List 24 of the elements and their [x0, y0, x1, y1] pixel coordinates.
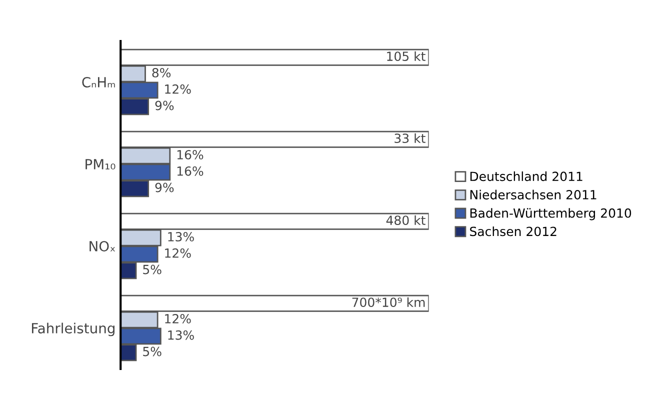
data-label: 16% [177, 150, 204, 160]
annotation: 105 kt [387, 51, 426, 62]
data-label: 12% [165, 314, 191, 324]
annotation: 700*10⁹ km [352, 297, 425, 308]
data-label: 5% [143, 346, 162, 356]
annotation: 480 kt [386, 215, 426, 226]
data-label: 5% [143, 264, 162, 274]
data-label: 12% [165, 248, 191, 258]
legend-label: Deutschland 2011 [470, 171, 582, 182]
y-tick-label: CₙHₘ [82, 76, 115, 88]
data-label: 9% [155, 100, 174, 110]
legend-label: Sachsen 2012 [470, 226, 556, 236]
data-label: 9% [155, 182, 174, 192]
data-label: 8% [152, 68, 171, 78]
annotation: 33 kt [394, 133, 426, 144]
data-label: 13% [168, 232, 194, 242]
y-tick-label: NOₓ [90, 240, 116, 252]
data-label: 12% [165, 84, 191, 94]
data-label: 13% [168, 330, 194, 340]
data-label: 16% [177, 166, 204, 176]
legend-label: Baden-Württemberg 2010 [470, 208, 632, 220]
y-tick-label: Fahrleistung [32, 322, 114, 336]
y-tick-label: PM₁₀ [86, 159, 116, 170]
legend-label: Niedersachsen 2011 [470, 190, 596, 200]
